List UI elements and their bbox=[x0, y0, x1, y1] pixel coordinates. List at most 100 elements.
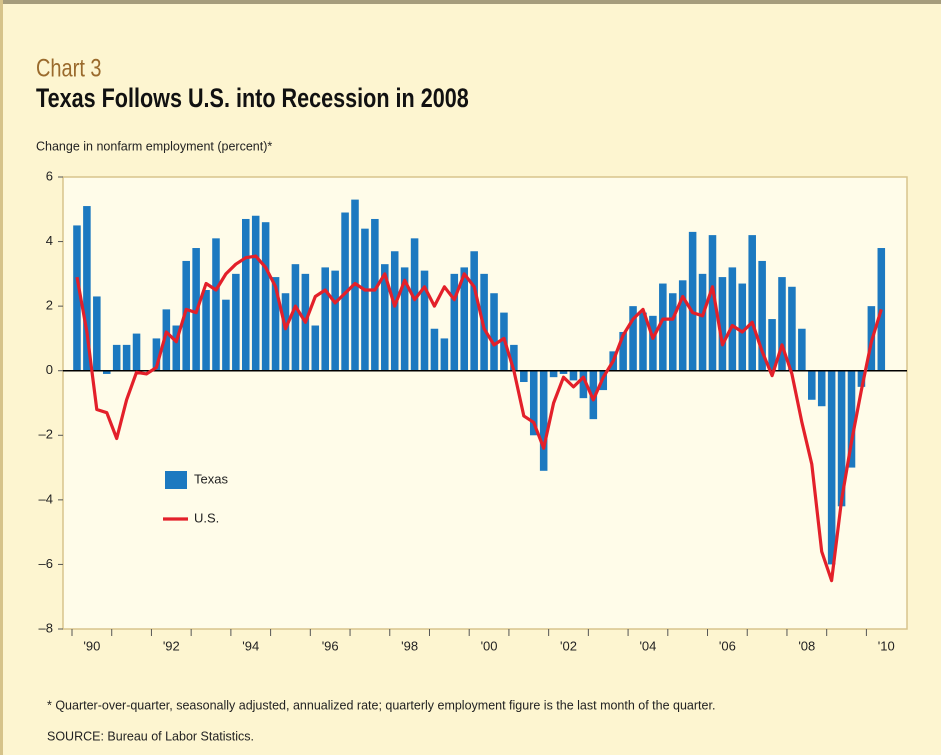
bar bbox=[271, 277, 280, 371]
bar bbox=[847, 370, 856, 468]
bar bbox=[460, 267, 469, 371]
bar bbox=[738, 283, 747, 371]
bar bbox=[688, 231, 697, 371]
bar bbox=[827, 370, 836, 565]
bar bbox=[808, 370, 816, 400]
bar bbox=[112, 344, 121, 371]
bar bbox=[748, 235, 756, 371]
bar bbox=[728, 267, 737, 371]
bar bbox=[778, 277, 786, 371]
x-tick-label: '94 bbox=[242, 638, 259, 653]
bar bbox=[629, 306, 637, 371]
y-axis-label: Change in nonfarm employment (percent)* bbox=[36, 139, 272, 153]
bar bbox=[450, 273, 459, 371]
bar bbox=[172, 325, 181, 371]
x-tick-label: '04 bbox=[639, 638, 656, 653]
bar bbox=[132, 333, 141, 371]
y-tick-label: 2 bbox=[46, 298, 53, 313]
bar bbox=[708, 235, 717, 371]
bar bbox=[202, 290, 210, 371]
bar bbox=[291, 264, 300, 371]
bar bbox=[877, 248, 886, 371]
bar bbox=[768, 319, 776, 371]
bar bbox=[659, 283, 667, 371]
bar bbox=[331, 270, 339, 371]
bar bbox=[182, 260, 190, 371]
bar bbox=[857, 370, 866, 387]
bar bbox=[162, 309, 171, 371]
y-tick-label: 0 bbox=[46, 362, 53, 377]
bar bbox=[400, 267, 409, 371]
bar bbox=[539, 370, 548, 471]
top-border bbox=[0, 0, 941, 4]
bar bbox=[381, 264, 389, 371]
line bbox=[75, 254, 883, 583]
bar bbox=[798, 328, 806, 371]
x-tick-label: '96 bbox=[322, 638, 339, 653]
bar bbox=[440, 338, 449, 371]
bar bbox=[321, 267, 329, 371]
chart-kicker: Chart 3 bbox=[36, 55, 102, 83]
x-tick-label: '90 bbox=[83, 638, 100, 653]
bar bbox=[73, 225, 81, 371]
y-tick-label: 6 bbox=[46, 168, 53, 183]
bar bbox=[311, 325, 320, 371]
y-tick-label: 4 bbox=[46, 233, 53, 248]
bar bbox=[242, 218, 250, 371]
bar bbox=[549, 370, 558, 378]
bar bbox=[430, 328, 439, 371]
y-tick-label: –2 bbox=[39, 427, 53, 442]
legend-label: Texas bbox=[194, 471, 228, 486]
bar bbox=[758, 260, 766, 371]
bar bbox=[678, 280, 687, 371]
y-tick-label: –8 bbox=[39, 620, 53, 635]
x-tick-label: '92 bbox=[163, 638, 180, 653]
bar bbox=[93, 296, 101, 371]
x-tick-label: '00 bbox=[481, 638, 498, 653]
bar bbox=[102, 370, 111, 374]
bar bbox=[668, 293, 677, 371]
x-tick-label: '98 bbox=[401, 638, 418, 653]
y-tick-label: –4 bbox=[39, 491, 53, 506]
bar bbox=[261, 222, 270, 371]
x-tick-label: '02 bbox=[560, 638, 577, 653]
source: SOURCE: Bureau of Labor Statistics. bbox=[47, 729, 254, 743]
bar bbox=[649, 315, 657, 371]
bar bbox=[698, 273, 707, 371]
bar bbox=[639, 312, 647, 371]
bar bbox=[83, 206, 91, 371]
bar bbox=[420, 270, 429, 371]
bar bbox=[817, 370, 826, 407]
chart-title: Texas Follows U.S. into Recession in 200… bbox=[36, 84, 469, 114]
footnote: * Quarter-over-quarter, seasonally adjus… bbox=[47, 698, 715, 712]
bar bbox=[222, 299, 230, 371]
bar bbox=[510, 344, 518, 371]
bar bbox=[122, 344, 131, 371]
bar bbox=[281, 293, 290, 371]
bar bbox=[470, 251, 478, 371]
x-tick-label: '10 bbox=[878, 638, 895, 653]
left-border bbox=[0, 0, 3, 755]
bar bbox=[410, 238, 419, 371]
bar bbox=[619, 331, 627, 371]
bar bbox=[529, 370, 538, 436]
x-tick-label: '06 bbox=[719, 638, 736, 653]
bar bbox=[520, 370, 528, 383]
bar bbox=[569, 370, 578, 381]
legend-label: U.S. bbox=[194, 510, 219, 525]
legend-swatch bbox=[165, 471, 187, 489]
y-tick-label: –6 bbox=[39, 556, 53, 571]
x-tick-label: '08 bbox=[798, 638, 815, 653]
bar bbox=[390, 251, 399, 371]
bar bbox=[232, 273, 240, 371]
bar bbox=[251, 215, 260, 371]
plot-area bbox=[62, 176, 908, 630]
bar bbox=[718, 277, 727, 371]
bar bbox=[361, 228, 369, 371]
bar bbox=[371, 218, 379, 371]
bar bbox=[788, 286, 796, 371]
bar bbox=[212, 238, 220, 371]
bar bbox=[152, 338, 161, 371]
bar bbox=[490, 293, 498, 371]
